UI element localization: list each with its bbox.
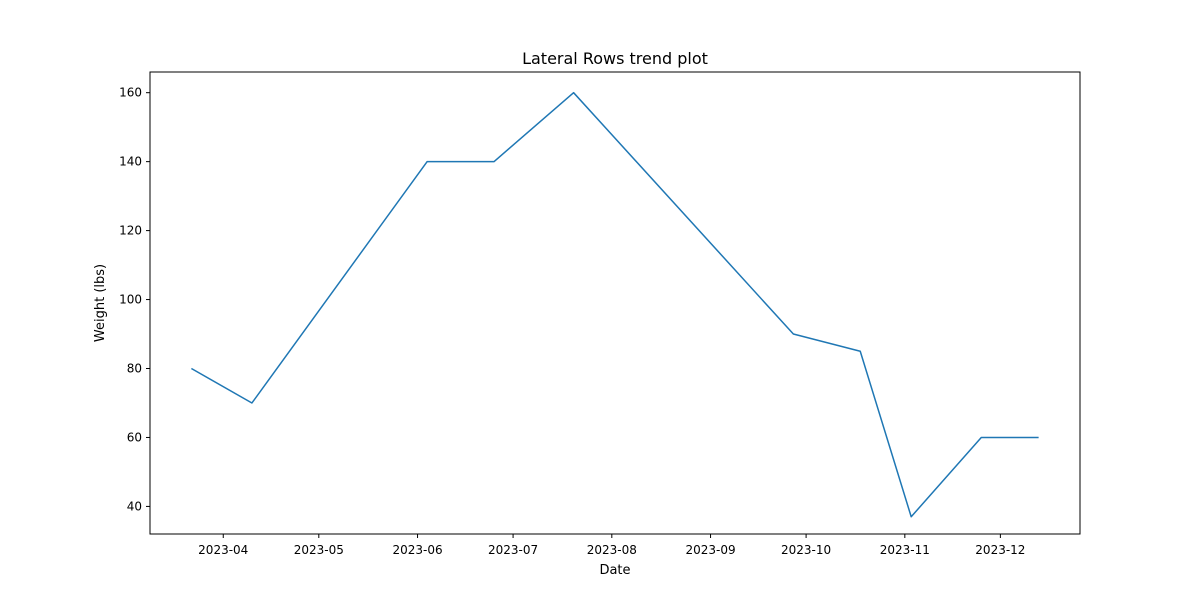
- x-tick-label: 2023-09: [685, 543, 735, 557]
- y-tick-label: 80: [127, 362, 142, 376]
- y-axis-label: Weight (lbs): [93, 264, 108, 342]
- x-tick-label: 2023-08: [587, 543, 637, 557]
- y-tick-label: 60: [127, 430, 142, 444]
- x-tick-label: 2023-05: [294, 543, 344, 557]
- plot-frame: [149, 71, 1081, 535]
- x-tick-label: 2023-12: [975, 543, 1025, 557]
- plot-area: 2023-04 2023-05 2023-06 2023-07 2023-08 2023-…: [119, 71, 1081, 557]
- y-tick-label: 40: [127, 499, 142, 513]
- x-tick-label: 2023-11: [880, 543, 930, 557]
- x-axis-label: Date: [599, 563, 630, 578]
- chart-title: Lateral Rows trend plot: [522, 49, 708, 68]
- y-tick-label: 140: [119, 155, 142, 169]
- series-line: [191, 91, 1039, 518]
- y-tick-label: 160: [119, 86, 142, 100]
- x-tick-label: 2023-06: [392, 543, 442, 557]
- x-tick-label: 2023-10: [781, 543, 831, 557]
- x-tick-label: 2023-04: [198, 543, 248, 557]
- y-tick-label: 120: [119, 224, 142, 238]
- x-tick-label: 2023-07: [488, 543, 538, 557]
- y-tick-label: 100: [119, 293, 142, 307]
